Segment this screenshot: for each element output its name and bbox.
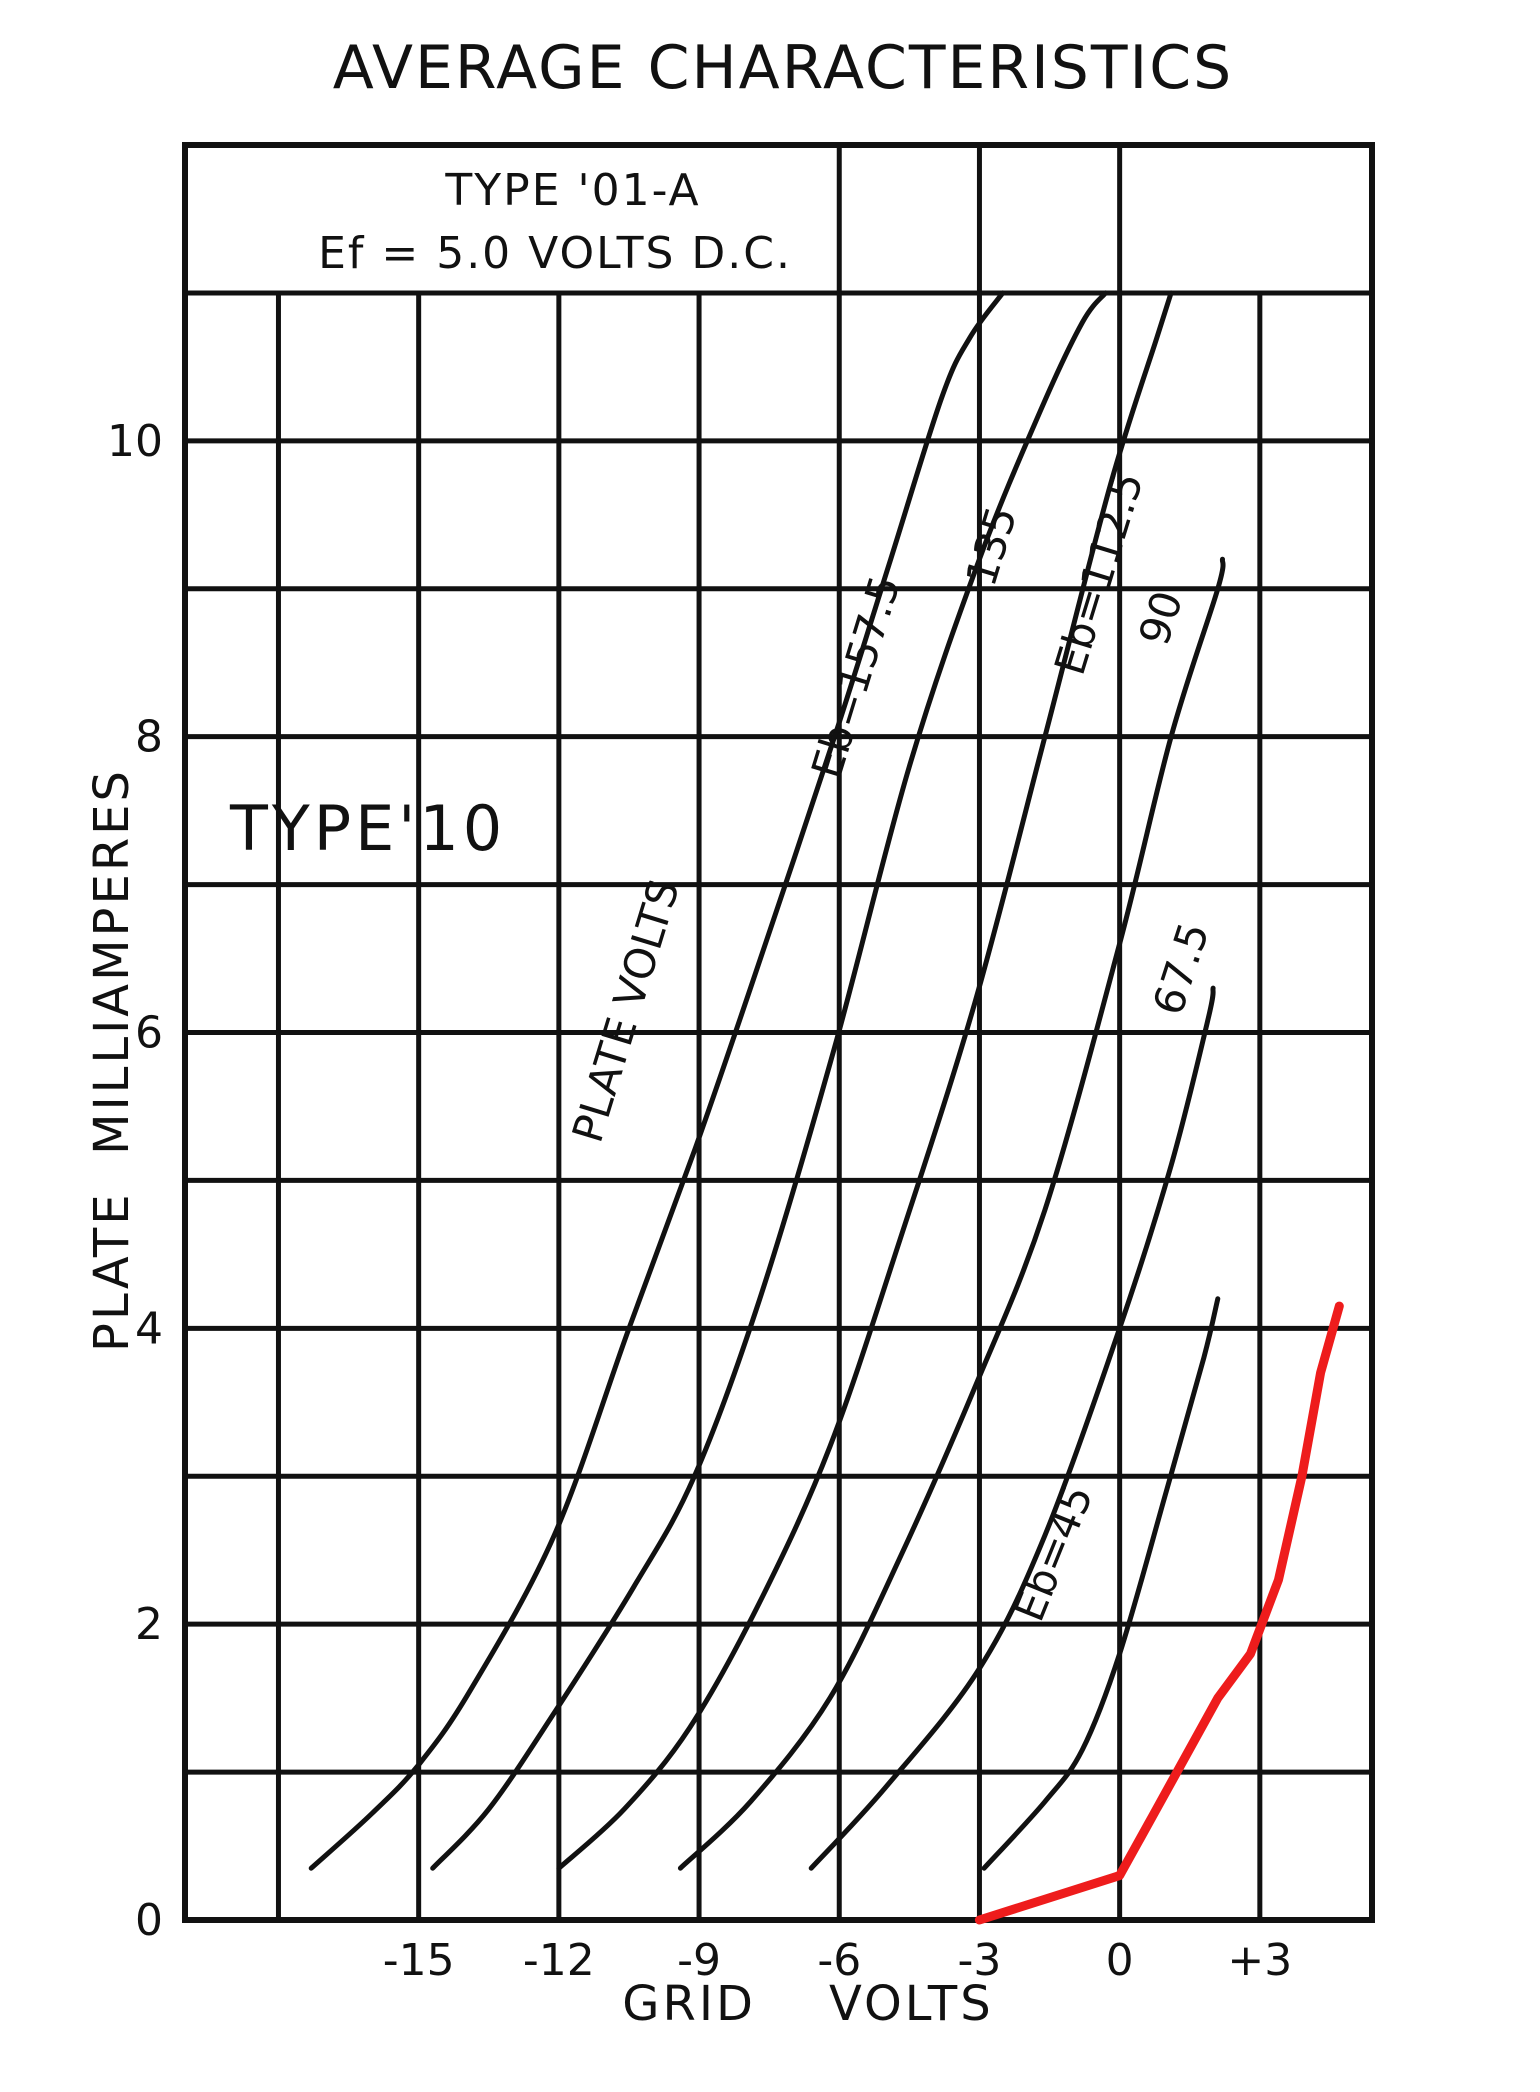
curve-series-3	[677, 556, 1226, 1871]
x-tick-label: -3	[958, 1935, 1002, 1986]
curve-label: Eb=157.5	[802, 570, 910, 784]
header-box-line1: TYPE '01-A	[444, 165, 700, 216]
curve-label: Eb=112.5	[1045, 467, 1153, 681]
y-tick-label: 10	[107, 416, 163, 467]
x-tick-label: -6	[817, 1935, 861, 1986]
curve-series-0	[308, 290, 1006, 1871]
x-tick-label: -9	[677, 1935, 721, 1986]
type-10-label: TYPE'10	[229, 792, 506, 865]
curve-series-1	[430, 290, 1109, 1871]
x-tick-label: -15	[383, 1935, 455, 1986]
y-tick-label: 2	[135, 1599, 163, 1650]
curve-label: 90	[1129, 585, 1192, 651]
y-tick-label: 6	[135, 1008, 163, 1059]
y-tick-label: 0	[135, 1895, 163, 1946]
x-tick-label: -12	[523, 1935, 595, 1986]
y-tick-label: 4	[135, 1303, 163, 1354]
curve-label: 67.5	[1143, 917, 1218, 1021]
chart-title: AVERAGE CHARACTERISTICS	[333, 33, 1233, 103]
y-tick-label: 8	[135, 712, 163, 763]
grid-lines	[182, 142, 1375, 1923]
curve-labels: Eb=157.5 135 Eb=112.590 67.5 Eb=45	[802, 467, 1219, 1628]
curve-series-2	[556, 290, 1174, 1871]
x-tick-label: +3	[1227, 1935, 1292, 1986]
curve-series-4	[808, 985, 1216, 1871]
plate-volts-annotation: PLATE VOLTS	[563, 874, 689, 1148]
curve-label: 135	[956, 501, 1026, 592]
curve-series-5	[981, 1296, 1221, 1871]
header-box-line2: Ef = 5.0 VOLTS D.C.	[318, 228, 792, 279]
curve-label: Eb=45	[1004, 1478, 1103, 1628]
axis-ticks: -15 -12 -9 -6 -3 0 +3 0 2 4 6 8 10	[107, 416, 1292, 1986]
x-tick-label: 0	[1106, 1935, 1134, 1986]
characteristic-curves	[308, 290, 1344, 1925]
x-axis-label: GRID VOLTS	[622, 1976, 993, 2032]
y-axis-label: PLATE MILLIAMPERES	[84, 768, 140, 1352]
red-drawn-curve	[974, 1301, 1344, 1925]
